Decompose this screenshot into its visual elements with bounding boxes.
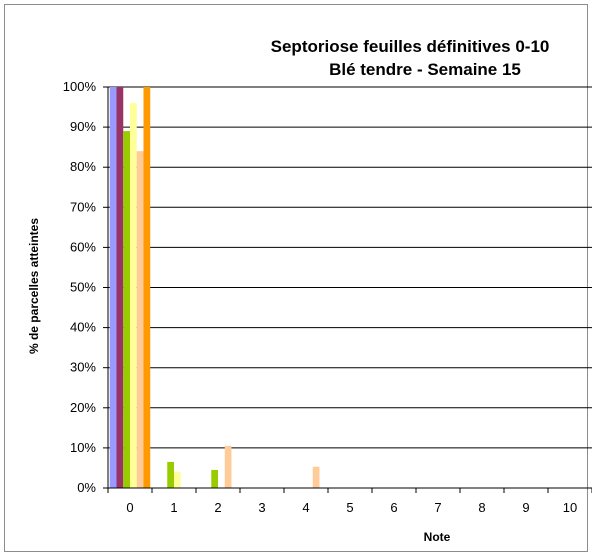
x-tick-label: 7 [434, 500, 441, 515]
x-tick-label: 1 [170, 500, 177, 515]
x-tick-label: 2 [214, 500, 221, 515]
x-tick-labels: 0 1 2 3 4 5 6 7 8 9 10 [126, 500, 577, 515]
axes [103, 86, 592, 493]
x-tick-label: 6 [390, 500, 397, 515]
x-tick-label: 10 [563, 500, 577, 515]
x-tick-label: 8 [478, 500, 485, 515]
y-tick-label: 90% [70, 119, 96, 134]
y-tick-label: 0% [77, 480, 96, 495]
y-tick-label: 80% [70, 159, 96, 174]
y-tick-label: 60% [70, 239, 96, 254]
bar [211, 469, 218, 488]
chart-title: Septoriose feuilles définitives 0-10 Blé… [271, 37, 550, 79]
bars [109, 87, 320, 489]
bar [136, 151, 144, 488]
x-tick-label: 5 [346, 500, 353, 515]
bar [167, 461, 174, 488]
bar [130, 103, 137, 488]
x-tick-label: 0 [126, 500, 133, 515]
y-tick-label: 30% [70, 360, 96, 375]
x-tick-label: 4 [302, 500, 309, 515]
x-tick-label: 9 [522, 500, 529, 515]
x-axis-title: Note [424, 530, 451, 544]
bar [224, 445, 232, 488]
y-axis-title: % de parcelles atteintes [27, 218, 41, 354]
y-tick-label: 40% [70, 320, 96, 335]
bar [174, 471, 181, 488]
bar [312, 466, 320, 488]
y-tick-label: 50% [70, 280, 96, 295]
chart-title-line-1: Septoriose feuilles définitives 0-10 [271, 37, 550, 56]
chart-frame [4, 4, 588, 552]
y-tick-label: 70% [70, 199, 96, 214]
y-tick-label: 20% [70, 400, 96, 415]
bar [123, 131, 130, 489]
bar [143, 87, 151, 488]
bar [116, 87, 124, 488]
bar [109, 87, 117, 488]
y-tick-labels: 0% 10% 20% 30% 40% 50% 60% 70% 80% 90% 100% [63, 79, 97, 495]
gridlines [108, 86, 592, 449]
y-tick-label: 100% [63, 79, 97, 94]
x-tick-label: 3 [258, 500, 265, 515]
y-tick-label: 10% [70, 440, 96, 455]
chart-title-line-2: Blé tendre - Semaine 15 [329, 60, 521, 79]
